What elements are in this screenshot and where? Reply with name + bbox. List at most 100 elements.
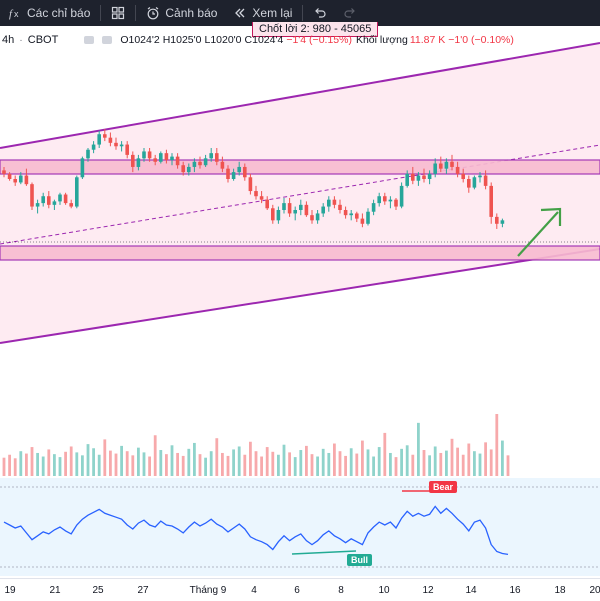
undo-button[interactable] — [305, 0, 335, 26]
volume-bar — [461, 454, 465, 476]
volume-bar — [30, 447, 34, 476]
candle-body — [248, 177, 253, 192]
volume-bar — [92, 448, 95, 476]
candle-body — [422, 175, 426, 179]
chart-canvas[interactable] — [0, 0, 600, 578]
candle-body — [108, 137, 113, 143]
volume-bar — [58, 457, 62, 476]
volume-bar — [305, 445, 308, 476]
rewind-icon — [233, 6, 247, 20]
volume-bar — [383, 432, 387, 476]
ohlc-change: −1'4 (−0.15%) — [286, 34, 352, 46]
candle-body — [35, 203, 40, 207]
candle-body — [265, 199, 269, 209]
templates-button[interactable] — [103, 0, 133, 26]
alert-label: Cảnh báo — [165, 6, 218, 20]
candle-body — [86, 149, 90, 159]
candle-body — [332, 199, 337, 205]
candle-body — [377, 196, 381, 204]
bear-divergence-tag: Bear — [429, 481, 458, 493]
candle-body — [198, 161, 202, 166]
volume-bar — [47, 449, 51, 476]
candle-body — [131, 154, 135, 167]
candle-body — [394, 199, 398, 207]
volume-bar — [159, 450, 163, 476]
candle-body — [13, 179, 17, 183]
candle-body — [450, 161, 454, 167]
interval-label: 4h — [2, 34, 15, 46]
volume-bar — [237, 446, 241, 476]
volume-bar — [19, 451, 23, 476]
volume-bar — [333, 443, 336, 476]
candle-body — [58, 194, 62, 202]
candle-body — [399, 185, 404, 207]
more-icon[interactable] — [84, 36, 95, 44]
candle-body — [304, 204, 309, 216]
candle-body — [282, 203, 286, 210]
volume-bar — [148, 456, 151, 476]
time-axis-label: 14 — [465, 585, 477, 596]
candle-body — [366, 211, 370, 224]
volume-bar — [120, 445, 123, 476]
candle-body — [170, 156, 174, 161]
candle-body — [91, 144, 96, 150]
channel-upper-line — [0, 42, 600, 149]
volume-bar — [349, 448, 353, 476]
candle-body — [427, 173, 432, 179]
indicators-label: Các chỉ báo — [27, 6, 91, 20]
volume-bar — [249, 441, 252, 476]
candle-body — [153, 158, 157, 162]
candle-body — [276, 210, 281, 221]
candle-body — [349, 213, 353, 216]
volume-bar — [400, 448, 403, 476]
volume-bar — [165, 454, 168, 476]
time-axis[interactable]: 19 21 25 27 Tháng 9 4 6 8 10 12 14 16 18 20 — [0, 578, 600, 601]
candle-body — [69, 203, 73, 207]
redo-icon — [343, 6, 357, 20]
volume-bar — [338, 451, 342, 476]
time-axis-label: 21 — [49, 585, 61, 596]
volume-bar — [204, 457, 207, 476]
volume-bar — [450, 438, 454, 476]
redo-button[interactable] — [335, 0, 365, 26]
volume-bar — [81, 455, 84, 476]
time-axis-label: 4 — [251, 585, 257, 596]
time-axis-label: 25 — [92, 585, 104, 596]
alert-button[interactable]: Cảnh báo — [138, 0, 225, 26]
candle-body — [315, 213, 320, 221]
candle-body — [47, 196, 51, 205]
candle-body — [500, 220, 505, 224]
volume-bar — [310, 454, 314, 476]
volume-bar — [405, 445, 409, 476]
time-axis-label: 12 — [422, 585, 434, 596]
symbol-legend: 4h · CBOT O1024'2 H1025'0 L1020'0 C1024'… — [2, 34, 514, 46]
candle-body — [237, 166, 241, 173]
alarm-clock-icon — [146, 6, 160, 20]
symbol-label[interactable]: CBOT — [27, 34, 59, 46]
time-axis-label: 18 — [554, 585, 566, 596]
ohlc-open: O1024'2 — [120, 34, 160, 46]
candle-body — [371, 203, 376, 212]
take-profit-note[interactable]: Chốt lời 2: 980 - 45065 — [252, 22, 379, 37]
channel-fill — [0, 43, 600, 343]
volume-bar — [473, 451, 476, 476]
volume-bar — [501, 440, 504, 476]
replay-button[interactable]: Xem lại — [225, 0, 300, 26]
candle-body — [299, 204, 303, 210]
volume-bar — [293, 457, 297, 476]
candle-body — [114, 142, 118, 147]
candle-body — [192, 161, 197, 167]
eye-icon[interactable] — [102, 36, 113, 44]
candle-body — [327, 199, 331, 207]
candle-body — [41, 196, 45, 204]
volume-bar — [226, 455, 230, 476]
time-axis-label: Tháng 9 — [189, 585, 227, 596]
time-axis-label: 20 — [589, 585, 600, 596]
volume-bar — [260, 456, 263, 476]
volume-bar — [125, 451, 129, 476]
volume-bar — [64, 451, 67, 476]
channel-lower-line — [0, 248, 600, 344]
volume-bar — [389, 452, 392, 476]
